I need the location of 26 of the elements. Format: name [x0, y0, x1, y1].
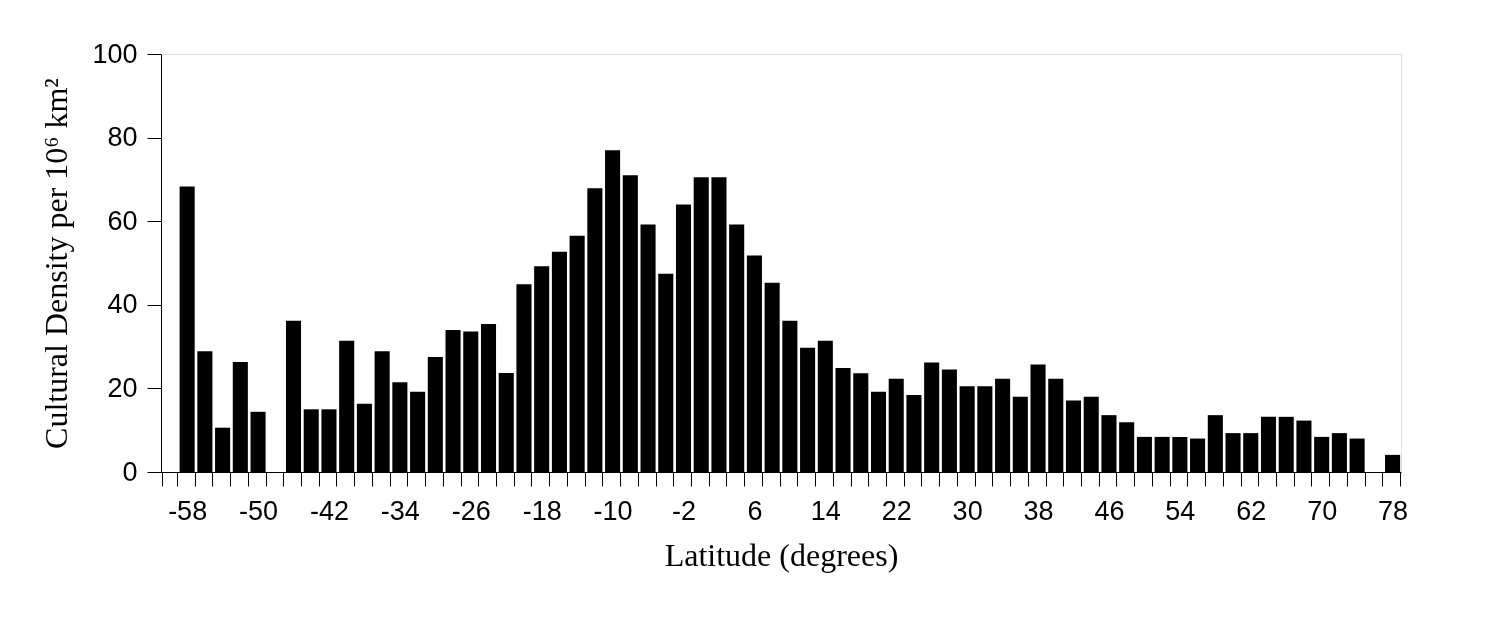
y-tick-label: 100	[92, 38, 138, 69]
x-tick-label: -50	[239, 495, 279, 526]
x-tick-label: -18	[522, 495, 562, 526]
x-tick-label: 62	[1236, 495, 1267, 526]
y-tick-label: 20	[107, 372, 138, 403]
x-tick-label: -42	[309, 495, 349, 526]
x-tick-label: -58	[168, 495, 208, 526]
x-tick-label: 78	[1378, 495, 1409, 526]
x-tick-label: 22	[881, 495, 912, 526]
x-tick-label: 54	[1165, 495, 1196, 526]
x-tick-label: -10	[593, 495, 633, 526]
x-tick-label: -34	[380, 495, 420, 526]
x-tick-label: 46	[1094, 495, 1125, 526]
x-tick-label: 38	[1023, 495, 1054, 526]
x-tick-label: 70	[1307, 495, 1338, 526]
x-tick-label: 14	[810, 495, 841, 526]
x-tick-label: -26	[451, 495, 491, 526]
y-axis-title: Cultural Density per 10⁶ km²	[38, 78, 75, 449]
x-tick-label: 6	[747, 495, 763, 526]
x-axis-title: Latitude (degrees)	[664, 536, 899, 573]
x-tick-label: -2	[671, 495, 697, 526]
y-tick-label: 0	[122, 456, 138, 487]
x-tick-label: 30	[952, 495, 983, 526]
y-tick-label: 80	[107, 122, 138, 153]
y-tick-label: 40	[107, 289, 138, 320]
y-tick-label: 60	[107, 205, 138, 236]
